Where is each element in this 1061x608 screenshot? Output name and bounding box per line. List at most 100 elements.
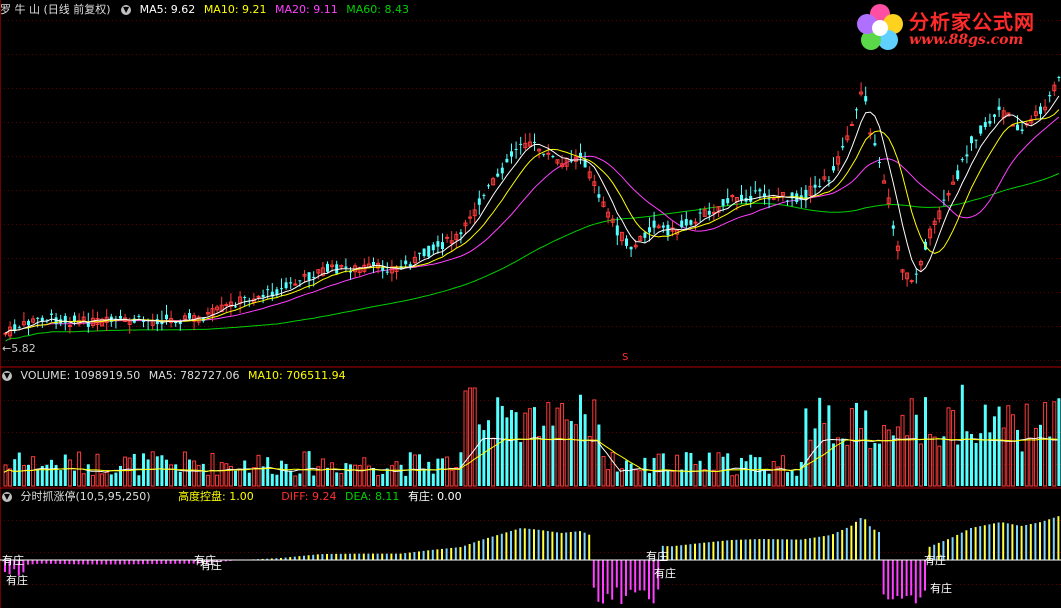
candle-body bbox=[555, 159, 560, 164]
candle-body bbox=[289, 282, 293, 284]
candle-body bbox=[974, 139, 978, 141]
volume-bar bbox=[689, 452, 693, 486]
volume-bar bbox=[533, 407, 536, 486]
volume-bar bbox=[615, 471, 619, 486]
volume-bar bbox=[381, 473, 385, 486]
volume-bar bbox=[477, 424, 481, 486]
candle-body bbox=[81, 316, 86, 321]
volume-bar bbox=[886, 429, 891, 487]
volume-bar bbox=[542, 425, 546, 486]
candle-body bbox=[284, 282, 288, 289]
volume-bar bbox=[932, 436, 937, 487]
candle-body bbox=[813, 184, 817, 188]
volume-bar bbox=[90, 474, 95, 487]
volume-bar bbox=[427, 461, 431, 486]
candle-body bbox=[385, 271, 389, 273]
volume-bar bbox=[436, 458, 440, 486]
candle-body bbox=[174, 321, 178, 324]
volume-bar bbox=[799, 461, 803, 486]
candle-body bbox=[693, 221, 698, 224]
volume-bar bbox=[878, 443, 881, 486]
volume-bar bbox=[638, 470, 643, 487]
ma60-line bbox=[5, 173, 1060, 342]
candle-body bbox=[1057, 76, 1061, 78]
indicator-name: 分时抓涨停(10,5,95,250) bbox=[20, 490, 151, 503]
volume-bar bbox=[836, 437, 841, 487]
candle-body bbox=[592, 181, 597, 187]
candle-body bbox=[601, 201, 606, 207]
candle-body bbox=[63, 315, 67, 323]
volume-bar bbox=[491, 437, 496, 487]
logo-title: 分析家公式网 bbox=[909, 10, 1035, 34]
volume-bar bbox=[1024, 403, 1029, 487]
candle-body bbox=[472, 209, 477, 217]
site-logo[interactable]: 分析家公式网 www.88gs.com bbox=[855, 2, 1055, 54]
volume-bar bbox=[243, 460, 247, 486]
candle-body bbox=[1039, 106, 1042, 115]
volume-bar bbox=[684, 452, 688, 486]
volume-bar bbox=[500, 405, 504, 486]
ma5-value: MA5: 9.62 bbox=[139, 3, 196, 16]
volume-bar bbox=[463, 390, 468, 487]
volume-bar bbox=[652, 457, 656, 486]
volume-bar bbox=[228, 465, 233, 487]
ma20-path bbox=[5, 116, 1060, 334]
volume-bar bbox=[385, 468, 389, 486]
candle-body bbox=[583, 159, 587, 168]
volume-bar bbox=[924, 397, 927, 486]
candle-body bbox=[500, 167, 504, 174]
volume-bar bbox=[182, 451, 187, 487]
volume-bar bbox=[740, 457, 743, 486]
candle-body bbox=[320, 267, 325, 276]
volume-bar bbox=[993, 416, 996, 486]
volume-bar bbox=[905, 435, 910, 487]
volume-bar bbox=[468, 387, 473, 487]
collapse-toggle-icon[interactable]: ▼ bbox=[2, 492, 12, 502]
volume-bar bbox=[753, 457, 757, 486]
candle-body bbox=[597, 194, 601, 198]
volume-bar bbox=[372, 468, 375, 486]
collapse-toggle-icon[interactable]: ▼ bbox=[121, 5, 132, 15]
volume-bar bbox=[224, 463, 229, 487]
candle-body bbox=[753, 190, 757, 192]
candle-body bbox=[619, 231, 624, 242]
candle-body bbox=[219, 304, 224, 313]
volume-bar bbox=[670, 470, 675, 487]
volume-bar bbox=[445, 456, 450, 487]
candle-body bbox=[50, 313, 53, 315]
indicator-panel-header: ▼ 分时抓涨停(10,5,95,250) 高度控盘: 1.00 DIFF: 9.… bbox=[0, 489, 467, 505]
volume-bar bbox=[832, 443, 835, 486]
collapse-toggle-icon[interactable]: ▼ bbox=[2, 371, 12, 381]
volume-bar bbox=[606, 469, 611, 487]
candle-body bbox=[210, 308, 215, 317]
candle-body bbox=[698, 212, 702, 214]
candle-body bbox=[537, 148, 542, 152]
volume-bar bbox=[169, 464, 174, 487]
candle-body bbox=[721, 199, 725, 206]
candle-body bbox=[758, 189, 762, 192]
candle-body bbox=[878, 161, 881, 163]
indicator-histogram bbox=[0, 516, 1061, 605]
ma60-path bbox=[5, 173, 1060, 342]
volume-bar bbox=[1010, 414, 1015, 487]
candle-body bbox=[707, 210, 711, 215]
candle-body bbox=[1029, 118, 1034, 124]
volume-bar bbox=[873, 443, 877, 486]
candle-body bbox=[418, 252, 421, 254]
volume-bar bbox=[1048, 436, 1052, 486]
volume-bar bbox=[54, 465, 58, 486]
volume-bar bbox=[63, 454, 67, 486]
candle-body bbox=[638, 236, 643, 241]
candle-body bbox=[40, 317, 44, 322]
candle-body bbox=[937, 210, 942, 220]
volume-bar bbox=[970, 433, 973, 486]
volume-bar bbox=[864, 410, 868, 486]
candle-body bbox=[482, 194, 486, 196]
flower-icon bbox=[857, 4, 903, 50]
candle-body bbox=[31, 318, 36, 323]
volume-bar bbox=[3, 464, 8, 487]
candle-body bbox=[643, 232, 647, 238]
volume-bar bbox=[81, 473, 86, 487]
volume-bar bbox=[394, 461, 399, 487]
